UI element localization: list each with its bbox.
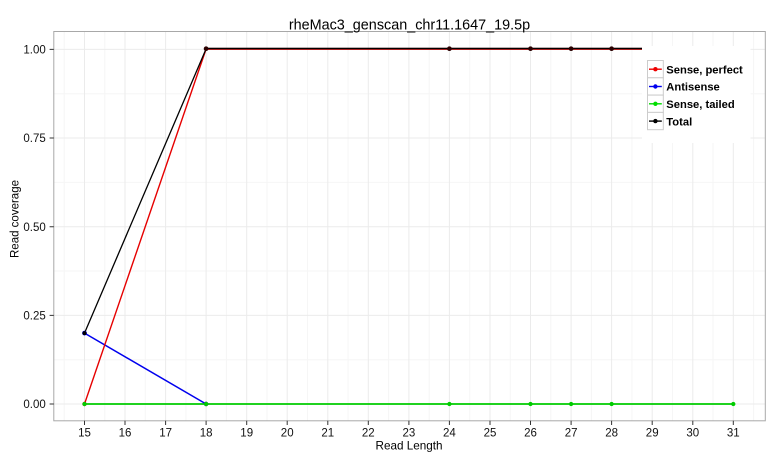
- svg-text:28: 28: [605, 428, 618, 440]
- svg-text:Read coverage: Read coverage: [10, 180, 22, 258]
- svg-text:17: 17: [159, 428, 172, 440]
- svg-text:18: 18: [200, 428, 213, 440]
- svg-text:24: 24: [443, 428, 456, 440]
- svg-text:1.00: 1.00: [23, 45, 45, 57]
- svg-text:0.00: 0.00: [23, 399, 45, 411]
- svg-text:0.25: 0.25: [23, 311, 45, 323]
- svg-text:25: 25: [484, 428, 497, 440]
- svg-text:Total: Total: [666, 116, 692, 128]
- svg-text:31: 31: [727, 428, 740, 440]
- svg-text:22: 22: [362, 428, 375, 440]
- svg-text:16: 16: [119, 428, 132, 440]
- svg-text:30: 30: [686, 428, 699, 440]
- svg-text:Sense, perfect: Sense, perfect: [666, 64, 743, 76]
- svg-text:0.75: 0.75: [23, 133, 45, 145]
- svg-text:Read Length: Read Length: [376, 439, 443, 452]
- svg-text:Sense, tailed: Sense, tailed: [666, 99, 735, 111]
- svg-text:23: 23: [403, 428, 416, 440]
- svg-text:20: 20: [281, 428, 294, 440]
- svg-text:27: 27: [565, 428, 578, 440]
- svg-text:29: 29: [646, 428, 659, 440]
- svg-text:19: 19: [240, 428, 253, 440]
- svg-text:21: 21: [321, 428, 334, 440]
- svg-text:26: 26: [524, 428, 537, 440]
- svg-text:15: 15: [78, 428, 91, 440]
- svg-text:0.50: 0.50: [23, 222, 45, 234]
- svg-text:Antisense: Antisense: [666, 82, 719, 94]
- svg-text:rheMac3_genscan_chr11.1647_19.: rheMac3_genscan_chr11.1647_19.5p: [289, 17, 530, 33]
